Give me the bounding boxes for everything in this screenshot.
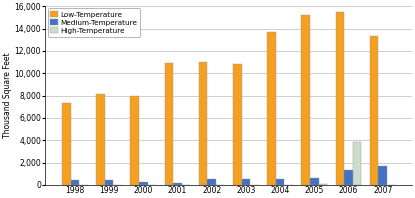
Bar xyxy=(165,63,173,185)
Bar xyxy=(208,179,216,185)
Bar xyxy=(370,36,378,185)
Bar xyxy=(71,180,79,185)
Bar xyxy=(319,184,327,185)
Bar xyxy=(173,183,182,185)
Bar xyxy=(267,32,276,185)
Bar xyxy=(276,179,284,185)
Bar xyxy=(130,96,139,185)
Bar xyxy=(62,103,71,185)
Bar xyxy=(310,178,319,185)
Bar xyxy=(242,179,250,185)
Bar xyxy=(301,15,310,185)
Bar xyxy=(199,62,208,185)
Legend: Low-Temperature, Medium-Temperature, High-Temperature: Low-Temperature, Medium-Temperature, Hig… xyxy=(47,9,140,37)
Y-axis label: Thousand Square Feet: Thousand Square Feet xyxy=(3,53,12,138)
Bar xyxy=(353,142,361,185)
Bar xyxy=(378,166,387,185)
Bar xyxy=(344,170,353,185)
Bar xyxy=(139,182,148,185)
Bar xyxy=(105,180,113,185)
Bar xyxy=(336,12,344,185)
Bar xyxy=(233,64,242,185)
Bar xyxy=(96,94,105,185)
